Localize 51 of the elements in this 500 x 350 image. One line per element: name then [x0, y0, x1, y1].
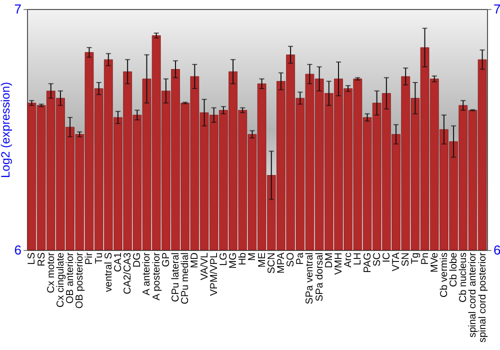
x-tick-label: SPa ventral [304, 252, 316, 304]
x-tick-label: VA/VL [199, 252, 210, 280]
x-tick-label: MPA [276, 252, 287, 274]
x-tick-label: Tu [94, 252, 105, 264]
x-tick-label: Tg [410, 252, 422, 264]
x-tick-label: LH [352, 252, 364, 266]
x-tick-label: SN [400, 252, 412, 266]
x-tick-label: SC [372, 252, 383, 266]
x-tick-label: Cb nucleus [458, 252, 470, 303]
x-tick-label: CPu medial [180, 252, 192, 304]
x-tick-label: VPM/VPL [208, 252, 220, 296]
x-tick-label: Cb vermis [438, 252, 450, 298]
x-tick-label: M [247, 252, 258, 261]
x-tick-label: A anterior [142, 252, 153, 296]
x-tick-label: Arc [343, 252, 354, 268]
x-tick-label: OB anterior [65, 252, 76, 304]
y2-tick-label: 7 [494, 2, 500, 16]
x-tick-label: RS [36, 252, 48, 266]
x-tick-label: CA2/CA3 [122, 252, 134, 294]
y2-tick-label: 6 [494, 242, 500, 258]
x-tick-label: IC [381, 252, 392, 262]
x-tick-label: MD [190, 252, 201, 268]
x-tick-label: SO [286, 252, 297, 267]
x-tick-label: MG [228, 252, 240, 269]
x-tick-label: LS [26, 252, 38, 265]
x-tick-label: CPu lateral [170, 252, 182, 302]
x-tick-label: VMH [333, 252, 344, 275]
x-tick-label: SCN [266, 252, 278, 274]
x-tick-label: OB posterior [74, 252, 86, 309]
x-tick-label: Hb [238, 252, 249, 266]
x-tick-label: ventral S [103, 252, 114, 292]
x-tick-label: CA1 [112, 252, 124, 272]
x-tick-label: ME [256, 252, 268, 268]
x-tick-label: Pn [420, 252, 431, 265]
x-tick-label: Pa [295, 252, 306, 265]
x-tick-label: Pir [84, 252, 96, 265]
x-tick-label: DM [324, 252, 335, 268]
y-axis-title: Log2 (expression) [0, 82, 12, 178]
x-tick-label: MVe [429, 252, 440, 273]
x-tick-label: A posterior [151, 252, 162, 300]
x-tick-label: LG [218, 252, 230, 266]
x-tick-label: Cb lobe [448, 252, 460, 287]
x-tick-label: DG [132, 252, 144, 268]
x-tick-label: spinal cord posterior [477, 252, 488, 343]
x-tick-label: spinal cord anterior [468, 252, 479, 338]
x-tick-label: Cx cingulate [55, 252, 66, 308]
x-tick-label: SPa dorsal [314, 252, 326, 302]
x-tick-label: VTA [391, 252, 402, 272]
x-tick-label: PAG [362, 252, 374, 273]
x-tick-label: GP [160, 252, 172, 267]
x-tick-label: Cx motor [46, 252, 57, 294]
